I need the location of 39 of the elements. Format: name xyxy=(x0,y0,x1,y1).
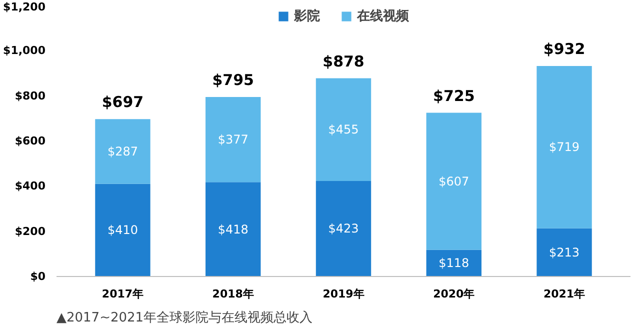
bar xyxy=(95,184,150,276)
total-label: $878 xyxy=(322,52,364,70)
x-tick-label: 2017年 xyxy=(102,288,144,300)
y-tick-label: $200 xyxy=(14,224,46,238)
data-label: $377 xyxy=(218,132,248,147)
x-tick-label: 2020年 xyxy=(433,288,475,300)
y-tick-label: $400 xyxy=(14,180,46,193)
legend-label: 影院 xyxy=(294,8,320,25)
data-label: $118 xyxy=(438,256,470,270)
bar xyxy=(536,66,592,228)
data-label: $410 xyxy=(107,223,138,238)
total-label: $725 xyxy=(433,86,475,105)
bar xyxy=(426,112,482,250)
data-label: $607 xyxy=(438,174,470,188)
y-tick-label: $0 xyxy=(30,270,46,283)
total-label: $932 xyxy=(543,40,586,58)
total-label: $697 xyxy=(102,93,144,112)
bar xyxy=(206,96,261,182)
x-tick-label: 2019年 xyxy=(322,288,364,300)
y-tick-label: $1,000 xyxy=(3,44,46,58)
x-tick-label: 2021年 xyxy=(543,288,586,300)
data-label: $455 xyxy=(328,122,359,137)
x-tick-label: 2018年 xyxy=(212,288,254,300)
bar xyxy=(206,182,261,276)
bar xyxy=(316,78,372,181)
legend-label: 在线视频 xyxy=(357,8,409,25)
y-tick-label: $800 xyxy=(14,89,46,102)
bar xyxy=(95,119,150,184)
data-label: $719 xyxy=(549,140,580,154)
bar xyxy=(316,180,372,276)
text: ▲2017~2021年全球影院与在线视频总收入 xyxy=(56,310,313,326)
data-label: $213 xyxy=(549,245,580,260)
data-label: $423 xyxy=(328,222,359,236)
data-label: $287 xyxy=(107,144,138,158)
y-tick-label: $1,200 xyxy=(3,0,46,14)
bar xyxy=(536,228,592,276)
data-label: $418 xyxy=(218,222,248,236)
total-label: $795 xyxy=(212,71,254,90)
y-tick-label: $600 xyxy=(14,134,46,148)
